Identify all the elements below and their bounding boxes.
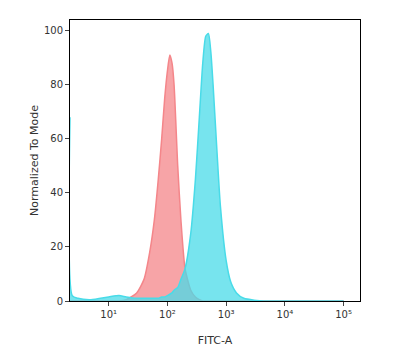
svg-text:FITC-A: FITC-A: [198, 334, 233, 347]
svg-text:80: 80: [50, 79, 63, 90]
svg-text:10⁴: 10⁴: [277, 309, 294, 320]
svg-text:100: 100: [44, 25, 63, 36]
svg-text:20: 20: [50, 241, 63, 252]
svg-text:10²: 10²: [159, 309, 176, 320]
svg-text:40: 40: [50, 187, 63, 198]
svg-text:60: 60: [50, 133, 63, 144]
svg-text:0: 0: [57, 296, 63, 307]
svg-text:Normalized To Mode: Normalized To Mode: [28, 105, 41, 216]
svg-text:10³: 10³: [218, 309, 235, 320]
svg-text:10⁵: 10⁵: [335, 309, 352, 320]
svg-text:10¹: 10¹: [100, 309, 117, 320]
